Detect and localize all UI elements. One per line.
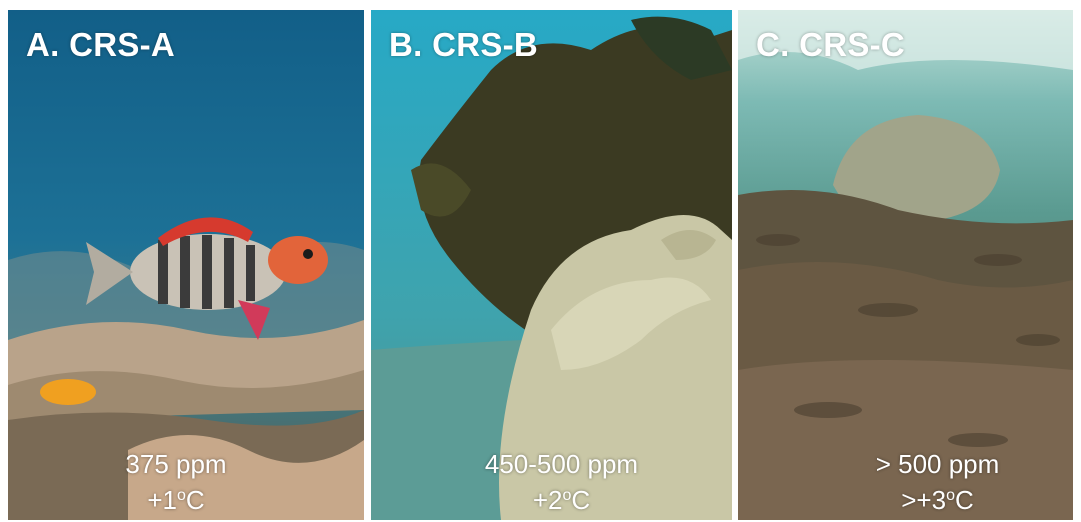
dead-reef-photo [738,10,1073,520]
co2-level: 450-500 ppm [484,449,639,479]
scenario-caption: 375 ppm +1oC [8,448,354,516]
co2-level: > 500 ppm [875,449,1000,479]
panel-label: C. CRS-C [756,26,906,63]
panel-label: A. CRS-A [26,26,176,63]
scenario-caption: > 500 ppm >+3oC [770,448,1073,516]
panel-crs-c: C. CRS-C > 500 ppm >+3oC [738,10,1073,520]
temperature-rise: +1oC [147,485,205,515]
healthy-reef-photo [8,10,364,520]
co2-level: 375 ppm [125,449,227,479]
degrading-reef-photo [371,10,732,520]
panel-label: B. CRS-B [389,26,539,63]
panel-crs-a: A. CRS-A 375 ppm +1oC [8,10,364,520]
scenario-caption: 450-500 ppm +2oC [381,448,732,516]
panel-crs-b: B. CRS-B 450-500 ppm +2oC [371,10,732,520]
temperature-rise: +2oC [532,485,591,515]
temperature-rise: >+3oC [901,485,974,515]
